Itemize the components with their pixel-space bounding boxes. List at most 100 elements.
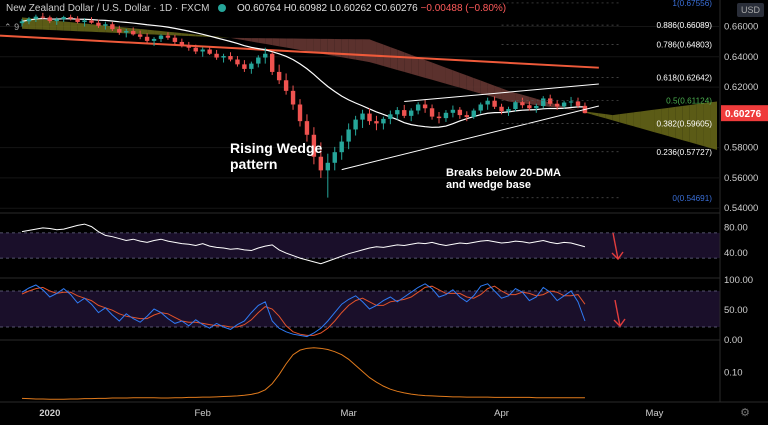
ichimoku-cloud-segment: [42, 19, 50, 30]
candle-body: [221, 56, 226, 58]
annotation-text: Rising Wedge: [230, 140, 323, 156]
rsi-panel-axis-label: 40.00: [724, 248, 748, 259]
candle-body: [207, 49, 212, 54]
symbol-name[interactable]: New Zealand Dollar / U.S. Dollar: [6, 3, 151, 14]
chevron-up-icon: ⌃: [4, 22, 12, 32]
ichimoku-cloud-segment: [675, 106, 683, 141]
candle-body: [346, 129, 351, 142]
rsi-down-arrow-icon: [611, 251, 624, 261]
candle-body: [172, 37, 178, 42]
candle-body: [485, 100, 490, 105]
ichimoku-cloud-segment: [703, 102, 711, 148]
candle-body: [40, 16, 46, 18]
ichimoku-cloud-segment: [522, 94, 530, 105]
ichimoku-cloud-segment: [237, 37, 245, 41]
ichimoku-cloud-segment: [35, 18, 43, 30]
ichimoku-cloud-segment: [355, 39, 363, 61]
ichimoku-cloud-segment: [466, 75, 474, 92]
candle-body: [68, 17, 73, 19]
ichimoku-cloud-segment: [63, 21, 71, 31]
ichimoku-cloud-segment: [98, 24, 106, 33]
interval-label[interactable]: 1D: [159, 3, 173, 14]
ichimoku-cloud-segment: [300, 38, 307, 52]
candle-body: [450, 109, 456, 113]
candle-body: [165, 35, 171, 38]
candle-body: [117, 29, 122, 33]
ichimoku-cloud-segment: [480, 80, 488, 96]
candle-body: [283, 80, 289, 91]
ichimoku-cloud-segment: [501, 88, 509, 102]
candle-body: [61, 17, 66, 20]
price-axis-label: 0.58000: [724, 143, 758, 154]
ichimoku-cloud-segment: [633, 111, 641, 129]
ichimoku-cloud-segment: [369, 39, 377, 65]
ichimoku-cloud-segment: [571, 108, 578, 111]
exchange-label: FXCM: [181, 3, 210, 14]
ichimoku-cloud-segment: [202, 35, 210, 37]
ichimoku-cloud-segment: [418, 57, 426, 78]
candle-body: [47, 17, 52, 22]
candle-body: [561, 102, 567, 107]
ichimoku-cloud-segment: [77, 22, 85, 32]
candle-body: [311, 134, 317, 157]
ichimoku-cloud-segment: [619, 113, 627, 125]
ichimoku-cloud-segment: [390, 47, 398, 70]
ichimoku-cloud-segment: [223, 37, 231, 38]
candle-body: [575, 101, 581, 106]
indicators-toggle[interactable]: ⌃ 9: [4, 22, 19, 33]
ichimoku-cloud-segment: [696, 103, 704, 146]
ichimoku-cloud-segment: [154, 30, 161, 35]
candle-body: [332, 152, 337, 163]
ichimoku-cloud-segment: [341, 39, 349, 59]
time-axis-label: 2020: [39, 408, 60, 419]
ichimoku-cloud-segment: [188, 33, 196, 37]
candle-body: [151, 38, 157, 41]
candle-body: [388, 114, 393, 119]
candle-body: [276, 71, 282, 81]
ichimoku-cloud-segment: [612, 114, 620, 123]
gear-icon[interactable]: ⚙: [740, 407, 750, 419]
candle-body: [290, 90, 296, 105]
stoch-down-arrow-icon: [614, 299, 621, 327]
ichimoku-cloud-segment: [654, 108, 662, 135]
ichimoku-cloud-segment: [70, 22, 78, 32]
price-axis-label: 0.62000: [724, 82, 758, 93]
price-axis-label: 0.64000: [724, 52, 758, 63]
current-price-badge: [721, 105, 768, 122]
rsi-line: [21, 223, 586, 265]
currency-badge[interactable]: USD: [736, 3, 764, 17]
fib-level-label: 0.236(0.57727): [656, 148, 712, 157]
ichimoku-cloud-segment: [452, 70, 460, 88]
candle-body: [179, 41, 185, 46]
candle-body: [415, 104, 421, 111]
fib-level-label: 0(0.54691): [672, 194, 712, 203]
price-axis-label: 0.54000: [724, 203, 758, 214]
time-axis-label: Feb: [195, 408, 211, 419]
fib-level-label: 1(0.67556): [672, 0, 712, 8]
high-value: H0.60982: [283, 3, 328, 14]
ichimoku-cloud-segment: [689, 104, 697, 145]
sma-20-line: [21, 17, 585, 128]
candle-body: [506, 109, 511, 112]
ichimoku-cloud-segment: [647, 109, 655, 133]
stoch-panel-band: [0, 291, 720, 327]
low-value: L0.60262: [329, 3, 372, 14]
ichimoku-cloud-segment: [362, 39, 370, 63]
stoch-panel-axis-label: 0.00: [724, 335, 743, 346]
candle-body: [103, 24, 108, 26]
candle-body: [249, 63, 254, 69]
ichimoku-cloud-segment: [376, 41, 384, 67]
candle-body: [541, 98, 546, 106]
ichimoku-cloud-segment: [598, 113, 606, 119]
ichimoku-cloud-segment: [404, 52, 412, 74]
ichimoku-cloud-segment: [445, 67, 453, 86]
ichimoku-cloud-segment: [605, 114, 613, 121]
ichimoku-cloud-segment: [626, 112, 634, 127]
candle-body: [75, 18, 80, 22]
candle-body: [527, 105, 532, 109]
ichimoku-cloud-segment: [529, 96, 537, 106]
candle-body: [534, 106, 539, 109]
ichimoku-cloud-segment: [459, 72, 467, 90]
candle-body: [325, 162, 330, 171]
candle-body: [429, 108, 435, 117]
